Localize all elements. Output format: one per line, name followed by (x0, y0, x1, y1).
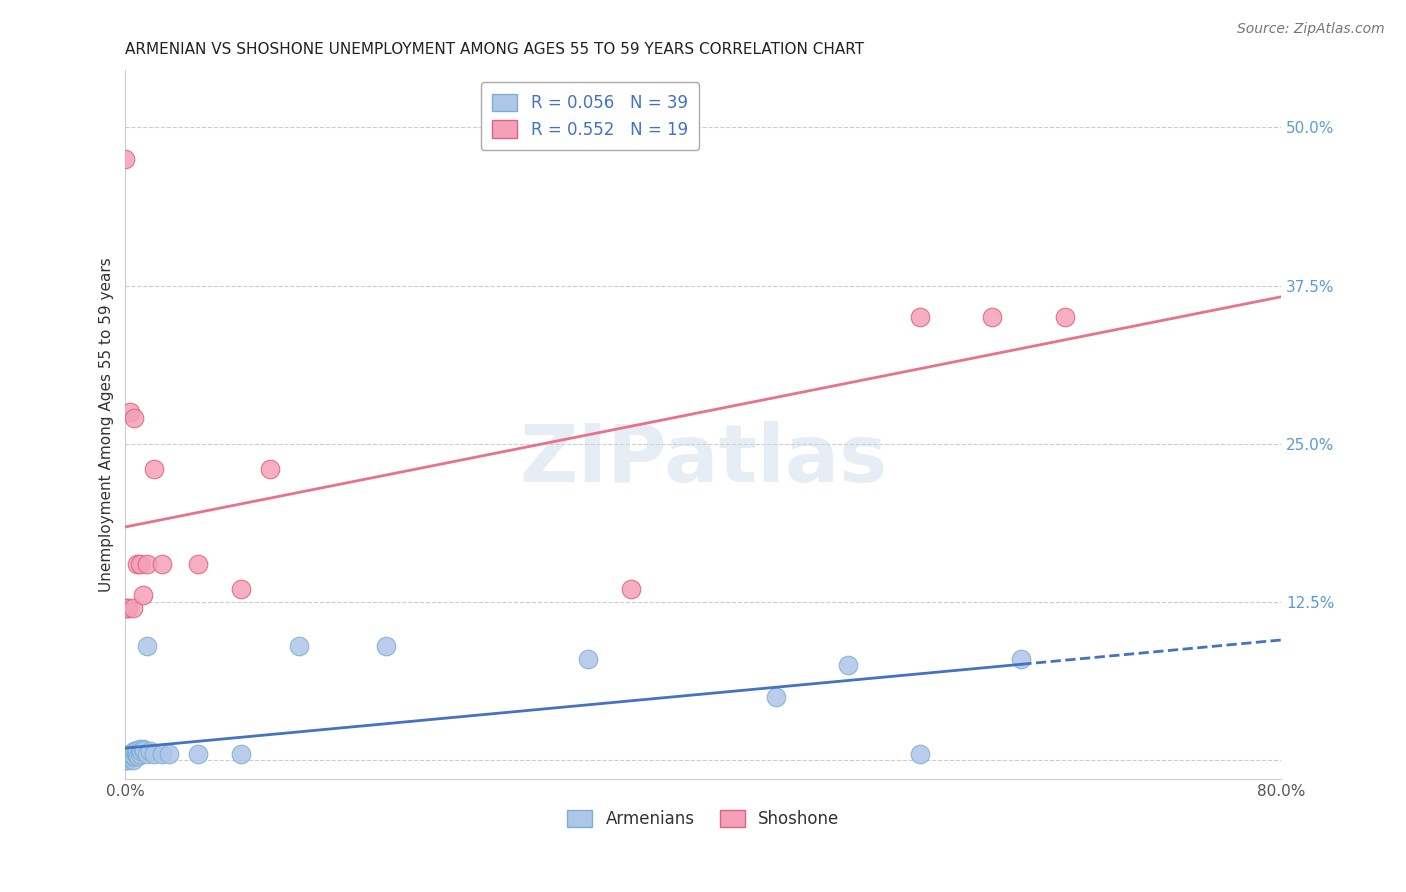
Point (981, 310, 1004, 325)
Text: Source: ZipAtlas.com: Source: ZipAtlas.com (1237, 22, 1385, 37)
Point (187, 557, 209, 571)
Point (114, 750, 136, 764)
Point (576, 651, 599, 665)
Point (143, 747, 166, 761)
Point (125, 743, 148, 757)
Point (136, 747, 159, 761)
Point (124, 744, 146, 758)
Point (114, 152, 136, 166)
Point (908, 310, 931, 325)
Point (129, 557, 152, 571)
Point (125, 557, 148, 571)
Point (139, 744, 162, 758)
Point (259, 462, 281, 476)
Point (129, 747, 152, 761)
Point (117, 601, 139, 615)
Point (908, 747, 931, 761)
Point (127, 749, 149, 764)
Point (118, 747, 141, 761)
Point (117, 750, 139, 764)
Text: ARMENIAN VS SHOSHONE UNEMPLOYMENT AMONG AGES 55 TO 59 YEARS CORRELATION CHART: ARMENIAN VS SHOSHONE UNEMPLOYMENT AMONG … (125, 42, 865, 57)
Point (118, 750, 141, 764)
Y-axis label: Unemployment Among Ages 55 to 59 years: Unemployment Among Ages 55 to 59 years (100, 257, 114, 592)
Point (121, 749, 143, 764)
Point (620, 582, 643, 596)
Point (115, 601, 138, 615)
Point (117, 753, 139, 767)
Point (114, 753, 136, 767)
Point (114, 747, 136, 762)
Point (150, 557, 173, 571)
Legend: Armenians, Shoshone: Armenians, Shoshone (561, 803, 846, 834)
Point (136, 557, 159, 571)
Point (837, 658, 859, 673)
Point (129, 741, 152, 756)
Point (114, 753, 136, 767)
Point (124, 747, 146, 761)
Point (131, 744, 153, 758)
Point (150, 747, 173, 761)
Point (288, 639, 311, 653)
Point (125, 747, 148, 761)
Point (1053, 310, 1076, 325)
Point (132, 589, 155, 603)
Point (132, 741, 155, 756)
Point (143, 462, 166, 476)
Point (118, 405, 141, 419)
Point (1010, 651, 1032, 665)
Point (122, 744, 145, 758)
Point (765, 690, 787, 704)
Point (374, 639, 396, 653)
Point (157, 747, 180, 761)
Point (121, 601, 143, 615)
Point (136, 639, 159, 653)
Point (120, 747, 142, 761)
Point (114, 749, 136, 764)
Point (134, 743, 156, 757)
Point (122, 749, 145, 764)
Point (229, 582, 252, 596)
Point (122, 411, 145, 425)
Text: ZIPatlas: ZIPatlas (519, 421, 887, 500)
Point (229, 747, 252, 761)
Point (121, 753, 143, 767)
Point (187, 747, 209, 761)
